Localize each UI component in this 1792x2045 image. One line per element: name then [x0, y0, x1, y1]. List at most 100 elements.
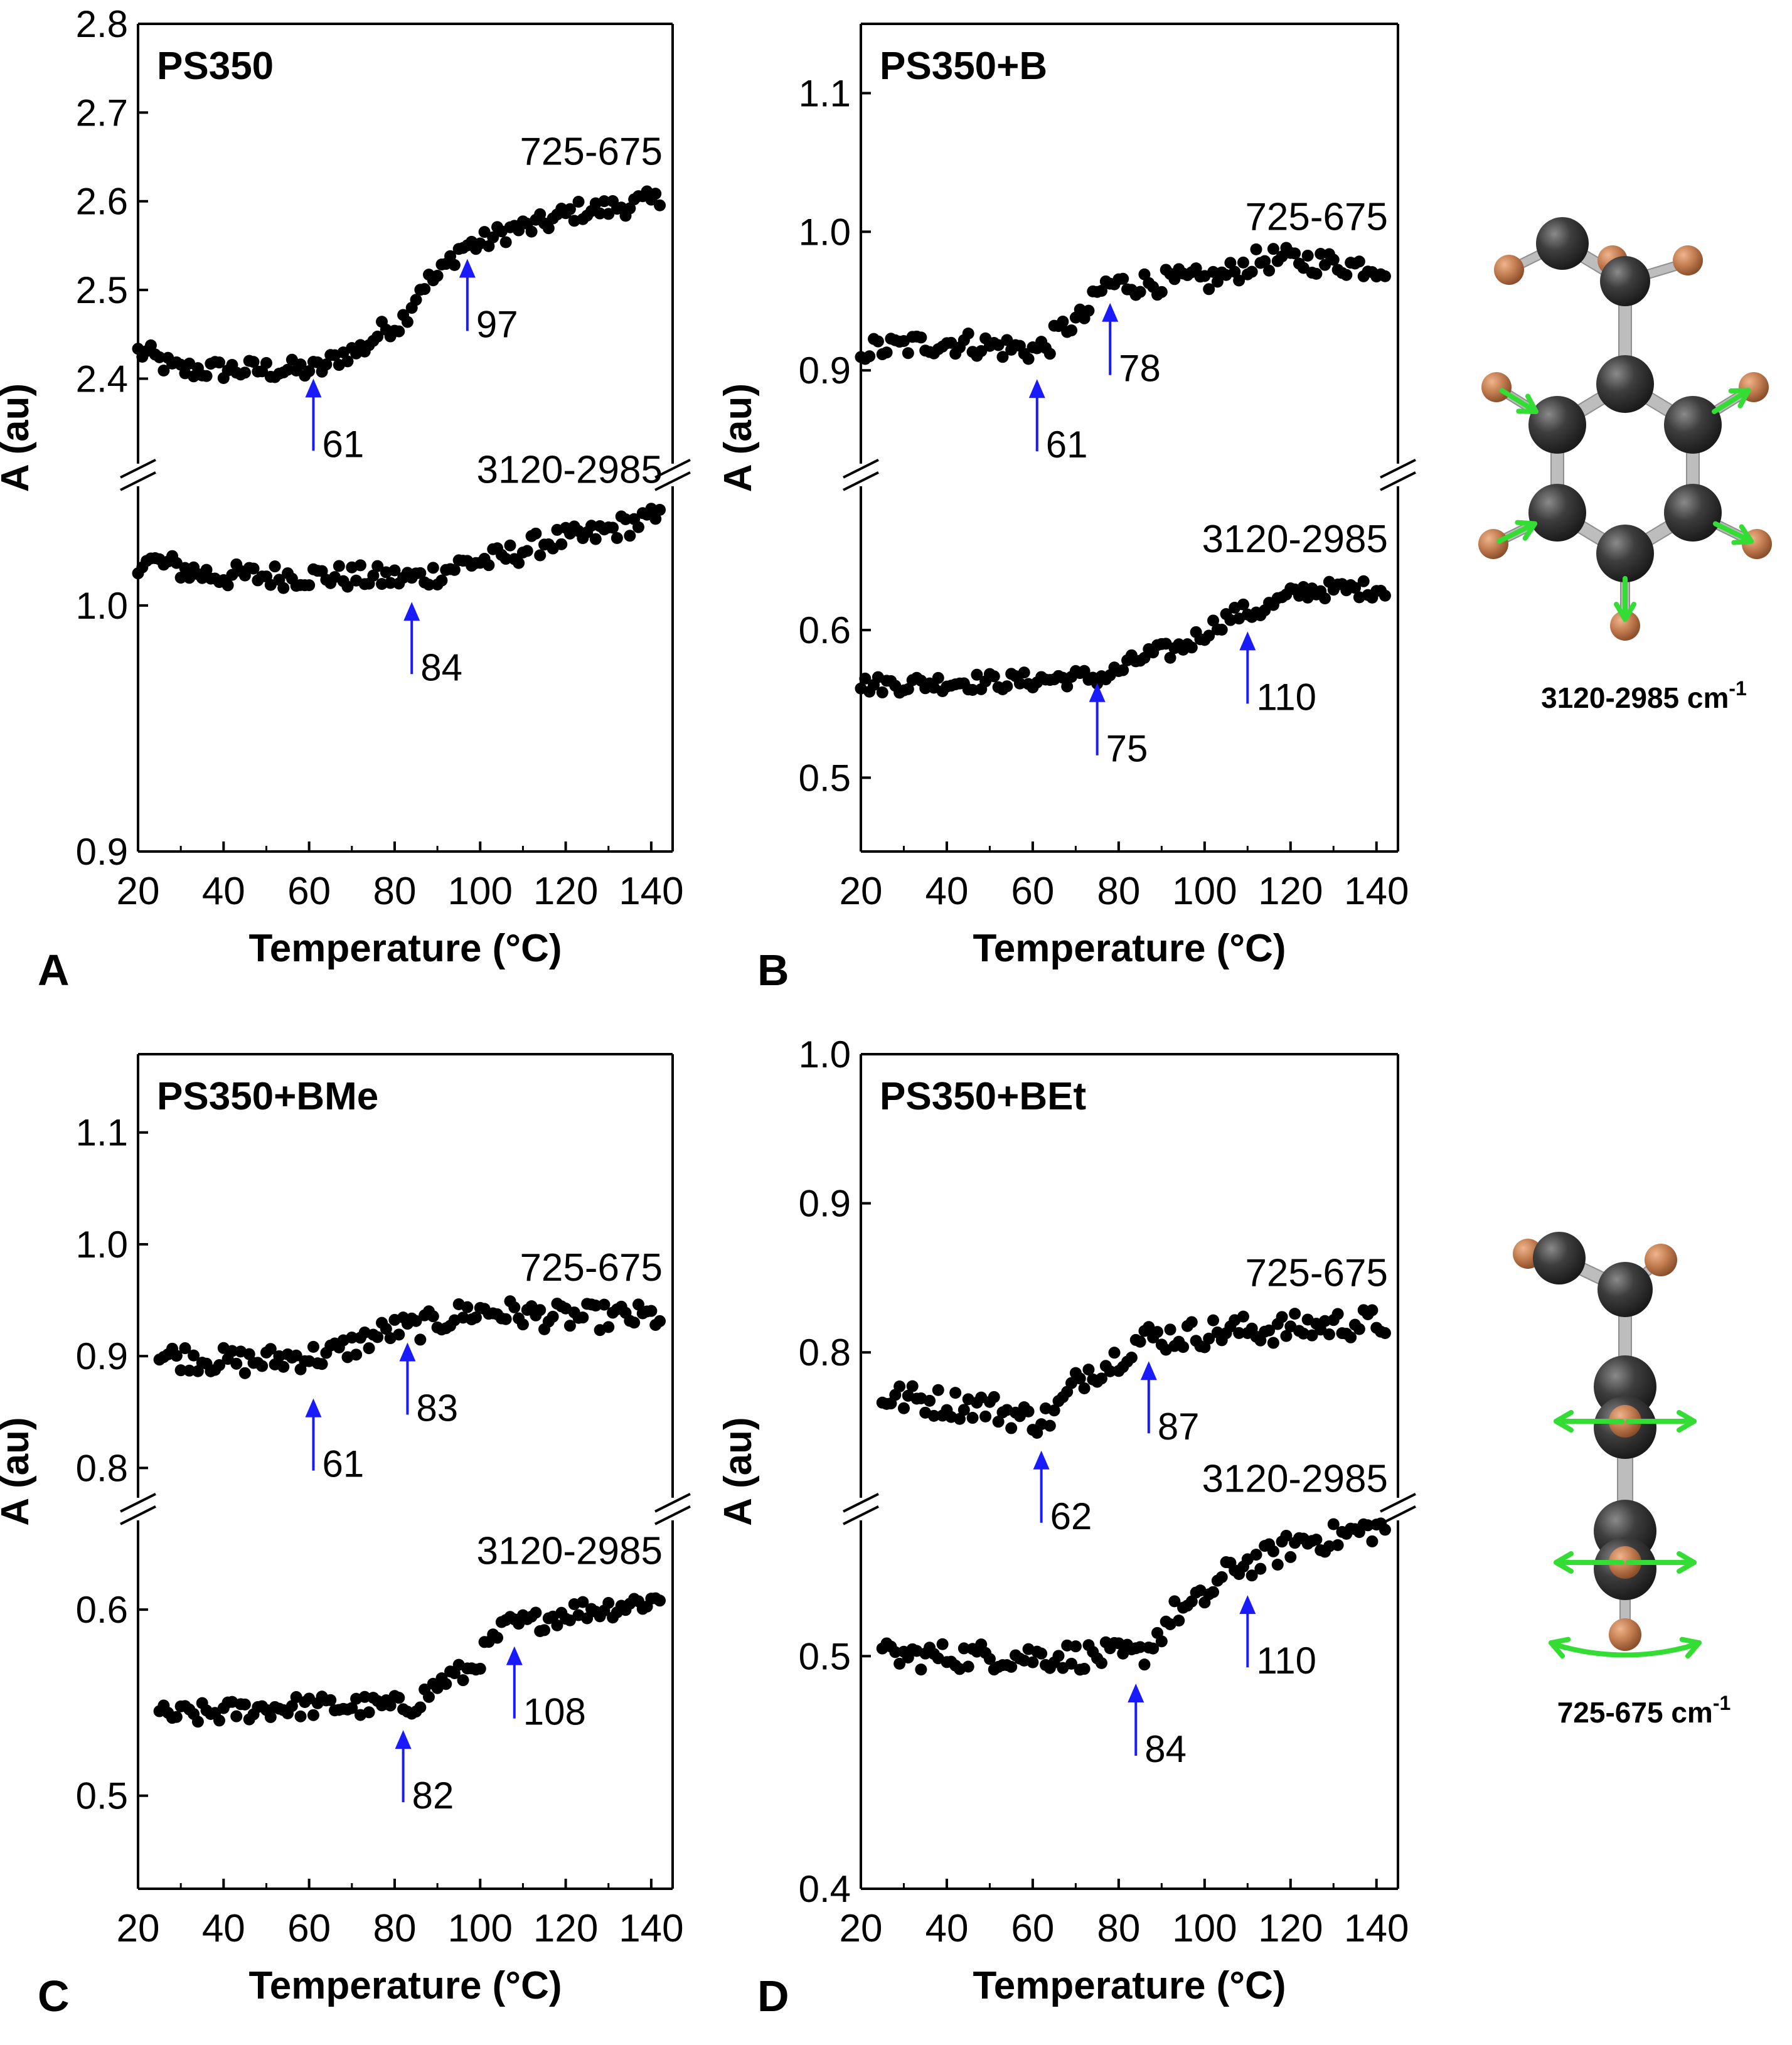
- data-point: [238, 1367, 251, 1379]
- x-tick-label: 20: [117, 870, 160, 913]
- annotation-label: 84: [420, 646, 462, 688]
- hydrogen-atom: [1478, 529, 1508, 559]
- series-label: 3120-2985: [477, 449, 663, 492]
- molecule-label-bottom: 725-675 cm-1: [1557, 1692, 1731, 1729]
- annotation-label: 87: [1158, 1406, 1200, 1448]
- data-point: [183, 1364, 196, 1377]
- data-point: [435, 574, 448, 587]
- data-point: [1013, 677, 1026, 690]
- data-point: [303, 365, 316, 378]
- annotation-label: 61: [322, 1443, 364, 1485]
- data-point: [577, 1311, 589, 1324]
- data-point: [1134, 1641, 1146, 1653]
- data-point: [213, 1359, 226, 1372]
- panel-B: 20 40 60 80 100 120 140 Temperature (°C) A (au) B…: [717, 23, 1416, 995]
- x-tick-label: 120: [1258, 1907, 1323, 1950]
- annotation-arrow-head: [506, 1646, 523, 1665]
- data-point: [1005, 1422, 1018, 1434]
- panel-A: 20 40 60 80 100 120 140 Temperature (°C) A (au) A…: [0, 3, 691, 995]
- hydrogen-atom: [1609, 1405, 1641, 1438]
- data-point: [962, 328, 974, 340]
- data-point: [419, 283, 431, 296]
- hydrogen-atom: [1610, 611, 1640, 641]
- data-point: [307, 1340, 319, 1353]
- data-point: [174, 1364, 187, 1377]
- annotation-arrow-head: [1239, 631, 1256, 651]
- data-point: [1078, 665, 1091, 677]
- data-point: [1233, 274, 1245, 287]
- data-point: [179, 562, 191, 574]
- data-point: [581, 1612, 594, 1625]
- annotation-arrow-head: [1128, 1683, 1144, 1702]
- data-point: [469, 1311, 482, 1324]
- data-point: [499, 553, 512, 565]
- data-point: [247, 562, 260, 575]
- data-point: [1319, 592, 1331, 605]
- vibration-arrow: [1496, 521, 1538, 544]
- vibration-arrow-head: [1549, 1637, 1571, 1659]
- data-point: [363, 1342, 375, 1355]
- data-point: [1061, 680, 1074, 693]
- axis-break-mark: [654, 1493, 691, 1513]
- data-point: [983, 1653, 996, 1665]
- data-point: [1250, 1549, 1262, 1561]
- data-point: [1117, 664, 1129, 676]
- data-point: [563, 203, 576, 215]
- data-point: [1319, 259, 1331, 271]
- x-tick-label: 20: [117, 1907, 160, 1950]
- data-point: [563, 1320, 576, 1332]
- data-point: [1057, 315, 1069, 328]
- annotation-arrow-head: [395, 1730, 412, 1749]
- vibration-arrow-head: [1731, 524, 1754, 545]
- data-point: [230, 1357, 243, 1370]
- data-point: [1353, 255, 1365, 268]
- y-axis-label: A (au): [717, 1417, 760, 1525]
- data-point: [431, 270, 444, 282]
- data-point: [542, 222, 555, 235]
- data-point: [534, 1304, 547, 1316]
- annotation-arrow-head: [305, 378, 322, 398]
- y-tick-label: 1.0: [76, 1224, 128, 1266]
- annotation-label: 61: [1046, 424, 1088, 466]
- data-point: [457, 1674, 469, 1687]
- carbon-atom: [1596, 525, 1654, 582]
- panel-title: PS350: [157, 45, 274, 88]
- data-point: [294, 1710, 307, 1722]
- vibration-arrow-head: [1677, 1410, 1697, 1433]
- data-point: [628, 1316, 641, 1329]
- y-tick-label: 0.4: [799, 1868, 851, 1910]
- data-point: [487, 231, 499, 243]
- hydrogen-atom: [1609, 1618, 1641, 1651]
- data-point: [880, 346, 893, 359]
- data-point: [649, 188, 662, 200]
- annotation-label: 61: [322, 423, 364, 465]
- x-tick-label: 60: [1011, 1907, 1054, 1950]
- data-point: [1323, 1328, 1335, 1341]
- y-tick-label: 0.6: [799, 609, 851, 651]
- data-point: [320, 358, 333, 371]
- axis-break-mark: [1380, 1493, 1416, 1513]
- data-point: [1207, 265, 1220, 278]
- data-point: [632, 1298, 644, 1311]
- vibration-arrow-head: [1554, 1410, 1574, 1433]
- annotation-label: 75: [1106, 728, 1148, 770]
- data-point: [619, 513, 632, 525]
- data-point: [1065, 324, 1078, 336]
- hydrogen-atom: [1494, 255, 1524, 285]
- vibration-arrow: [1499, 388, 1539, 414]
- data-point: [346, 1332, 358, 1344]
- data-point: [602, 208, 615, 220]
- data-point: [1207, 614, 1220, 627]
- data-point: [247, 356, 260, 368]
- annotation-label: 62: [1050, 1495, 1092, 1537]
- data-point: [572, 196, 585, 208]
- data-point: [1254, 1562, 1267, 1575]
- data-point: [294, 358, 307, 371]
- data-point: [1263, 264, 1276, 277]
- data-point: [1284, 1551, 1297, 1563]
- data-point: [277, 1360, 290, 1373]
- carbon-atom: [1528, 396, 1586, 454]
- y-tick-label: 1.0: [76, 585, 128, 627]
- data-point: [915, 331, 927, 344]
- data-point: [200, 370, 213, 382]
